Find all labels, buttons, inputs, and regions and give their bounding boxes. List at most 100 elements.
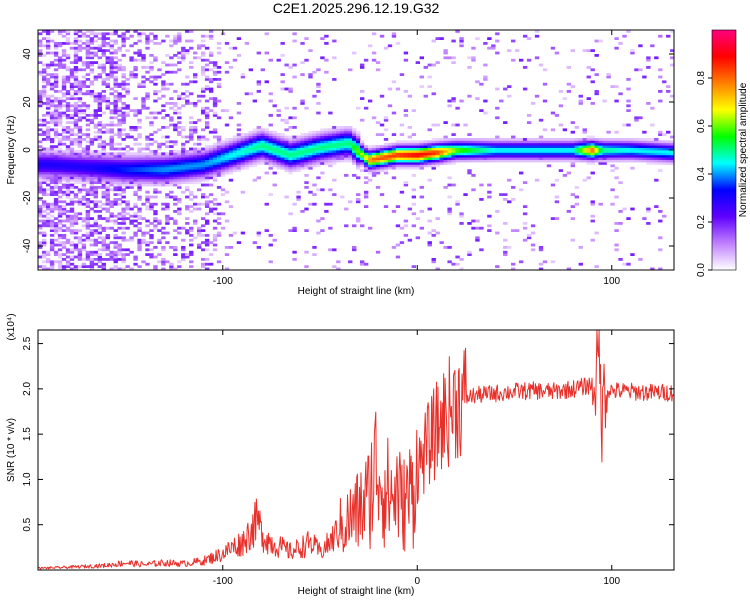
heatmap-cell <box>157 154 162 158</box>
heatmap-cell <box>133 157 138 160</box>
heatmap-cell <box>268 234 273 237</box>
heatmap-cell <box>105 32 110 36</box>
heatmap-cell <box>125 135 130 139</box>
heatmap-cell <box>109 178 114 182</box>
heatmap-cell <box>451 154 456 158</box>
heatmap-cell <box>423 162 428 165</box>
heatmap-cell <box>181 58 186 62</box>
heatmap-cell <box>161 248 166 252</box>
heatmap-cell <box>356 157 361 160</box>
heatmap-cell <box>411 224 417 228</box>
heatmap-cell <box>654 140 659 144</box>
heatmap-cell <box>356 147 361 151</box>
heatmap-cell <box>177 106 182 110</box>
heatmap-cell <box>129 176 134 180</box>
heatmap-cell <box>622 157 627 160</box>
heatmap-cell <box>89 262 95 266</box>
heatmap-cell <box>626 145 631 148</box>
heatmap-cell <box>141 152 146 156</box>
heatmap-cell <box>256 130 262 134</box>
heatmap-cell <box>129 44 134 48</box>
heatmap-cell <box>157 176 162 180</box>
heatmap-cell <box>117 258 122 261</box>
heatmap-cell <box>57 243 63 247</box>
heatmap-cell <box>566 267 572 270</box>
heatmap-cell <box>117 68 122 72</box>
heatmap-cell <box>562 97 568 100</box>
heatmap-cell <box>53 253 59 256</box>
heatmap-cell <box>121 138 126 141</box>
heatmap-cell <box>515 49 520 52</box>
heatmap-cell <box>117 142 122 146</box>
heatmap-cell <box>41 267 47 270</box>
heatmap-cell <box>375 133 381 136</box>
heatmap-cell <box>367 154 373 158</box>
heatmap-cell <box>73 181 79 184</box>
heatmap-cell <box>662 142 667 146</box>
heatmap-cell <box>53 157 59 160</box>
heatmap-cell <box>189 176 194 180</box>
heatmap-cell <box>224 157 230 160</box>
heatmap-cell <box>101 44 106 48</box>
heatmap-cell <box>49 111 55 115</box>
heatmap-cell <box>89 231 95 235</box>
heatmap-cell <box>85 198 91 201</box>
heatmap-cell <box>590 140 595 144</box>
heatmap-cell <box>149 54 154 57</box>
heatmap-cell <box>145 262 150 266</box>
heatmap-cell <box>181 255 186 259</box>
heatmap-cell <box>212 219 218 223</box>
heatmap-cell <box>435 159 440 163</box>
heatmap-cell <box>121 171 126 175</box>
heatmap-cell <box>451 61 456 64</box>
heatmap-cell <box>248 130 254 134</box>
heatmap-cell <box>125 238 130 242</box>
heatmap-cell <box>93 238 99 242</box>
heatmap-cell <box>236 133 242 136</box>
heatmap-cell <box>451 97 456 100</box>
heatmap-cell <box>113 198 118 201</box>
heatmap-cell <box>522 157 528 160</box>
heatmap-cell <box>129 159 134 163</box>
heatmap-cell <box>89 200 95 204</box>
heatmap-cell <box>292 142 297 146</box>
heatmap-cell <box>395 159 401 163</box>
heatmap-cell <box>475 142 480 146</box>
heatmap-cell <box>658 248 663 252</box>
heatmap-cell <box>610 154 615 158</box>
heatmap-cell <box>125 111 130 115</box>
heatmap-cell <box>181 46 186 50</box>
heatmap-cell <box>109 188 114 192</box>
heatmap-cell <box>157 178 162 182</box>
heatmap-cell <box>93 224 99 228</box>
heatmap-cell <box>606 138 611 141</box>
heatmap-cell <box>419 145 424 148</box>
heatmap-cell <box>487 140 492 144</box>
heatmap-cell <box>53 121 59 124</box>
heatmap-cell <box>578 99 583 103</box>
heatmap-cell <box>566 145 572 148</box>
heatmap-cell <box>145 42 150 45</box>
heatmap-cell <box>129 164 134 168</box>
heatmap-cell <box>53 73 59 76</box>
heatmap-cell <box>145 248 150 252</box>
heatmap-cell <box>200 90 206 93</box>
heatmap-cell <box>113 178 118 182</box>
heatmap-cell <box>53 46 59 50</box>
heatmap-cell <box>582 130 587 134</box>
heatmap-cell <box>658 162 663 165</box>
heatmap-cell <box>650 140 655 144</box>
heatmap-cell <box>467 250 472 254</box>
heatmap-cell <box>316 102 321 105</box>
heatmap-cell <box>189 229 194 232</box>
heatmap-cell <box>117 212 122 216</box>
heatmap-cell <box>411 154 417 158</box>
heatmap-cell <box>109 253 114 256</box>
heatmap-cell <box>169 123 174 127</box>
heatmap-cell <box>411 145 417 148</box>
heatmap-cell <box>590 152 595 156</box>
heatmap-cell <box>197 202 202 206</box>
heatmap-cell <box>276 109 281 112</box>
heatmap-cell <box>89 267 95 270</box>
heatmap-cell <box>542 145 548 148</box>
